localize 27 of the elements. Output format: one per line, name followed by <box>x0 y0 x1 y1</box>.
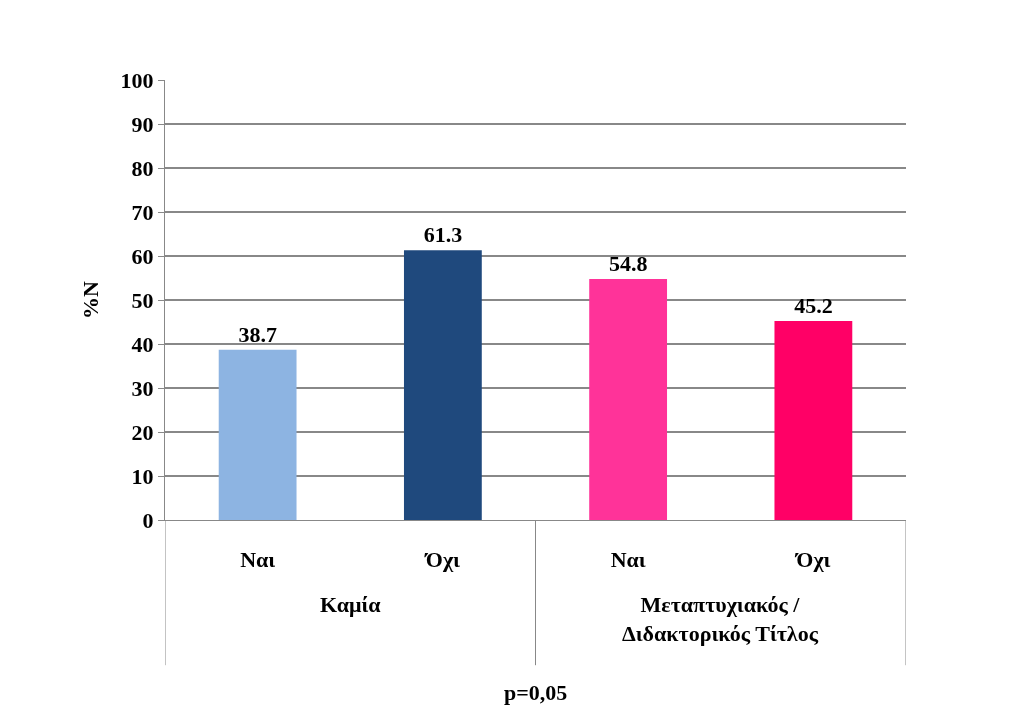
y-tick-label: 100 <box>120 67 154 93</box>
y-tick-label: 20 <box>131 419 154 445</box>
x-tick-label: Ναι <box>610 547 646 573</box>
bar <box>774 321 853 520</box>
bar <box>589 278 668 520</box>
y-tick-label: 70 <box>131 199 154 225</box>
y-tick-label: 60 <box>131 243 154 269</box>
text: Μεταπτυχιακός / Διδακτορικός Τίτλος <box>622 592 819 646</box>
x-tick-label: Ναι <box>240 547 276 573</box>
data-label: 45.2 <box>794 293 833 319</box>
y-tick-label: 90 <box>131 111 154 137</box>
bar <box>403 250 482 520</box>
data-label: 38.7 <box>238 321 277 347</box>
y-tick-label: 50 <box>131 287 154 313</box>
y-tick-label: 30 <box>131 375 154 401</box>
y-tick-label: 0 <box>142 507 154 533</box>
x-axis-title: p=0,05 <box>504 680 568 705</box>
x-tick-label: Όχι <box>423 547 461 573</box>
y-tick-label: 40 <box>131 331 154 357</box>
y-tick-label: 80 <box>131 155 154 181</box>
x-tick-label: Όχι <box>794 547 831 573</box>
data-label: 54.8 <box>608 250 648 276</box>
data-label: 61.3 <box>423 222 463 248</box>
y-axis-title: %N <box>78 280 104 319</box>
y-tick-label: 10 <box>131 463 154 489</box>
bar <box>218 349 297 520</box>
text: Καμία <box>320 592 382 617</box>
